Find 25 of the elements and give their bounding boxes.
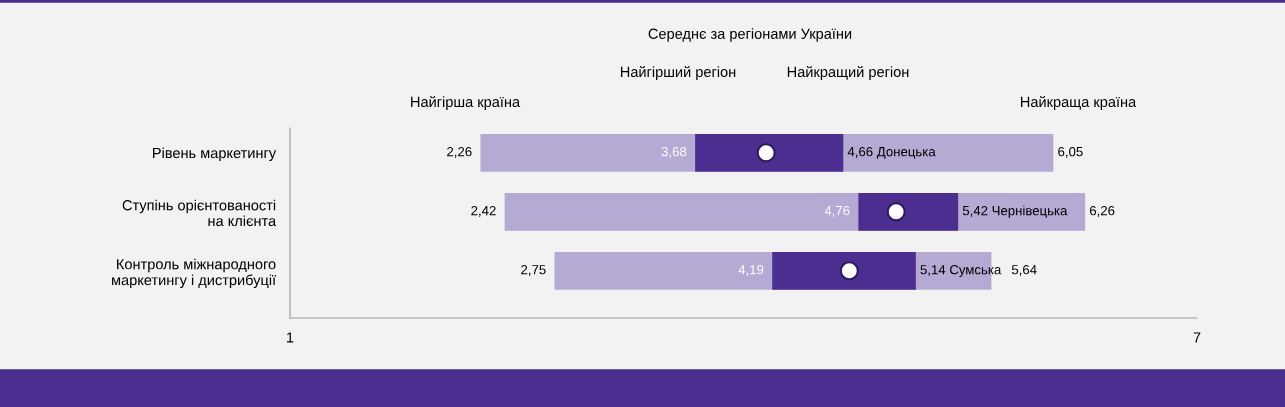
text: Найкращий регіон — [787, 66, 909, 80]
annotation: 5,42 Чернівецька — [962, 205, 1068, 218]
y-tick-label: Рівень маркетингу — [153, 147, 277, 162]
x-tick-label: 1 — [287, 332, 294, 343]
bar — [858, 192, 959, 231]
bar — [772, 251, 916, 290]
y-tick-label: Ступінь орієнтованості на клієнта — [122, 199, 277, 227]
text: Найгірша країна — [411, 96, 521, 110]
annotation: 3,68 — [661, 146, 687, 158]
text: Найкраща країна — [1021, 96, 1137, 110]
annotation: 5,64 — [1011, 264, 1037, 276]
annotation: 2,42 — [471, 205, 496, 217]
annotation: 2,26 — [447, 146, 472, 158]
x-tick-label: 7 — [1193, 332, 1201, 343]
bar — [695, 133, 844, 172]
text: Середнє за регіонами України — [648, 28, 852, 42]
annotation: 6,26 — [1089, 205, 1115, 217]
y-tick-label: Контроль міжнародного маркетингу і дистрибуції — [112, 258, 276, 289]
text: Найгірший регіон — [620, 66, 736, 80]
annotation: 5,14 Сумська — [920, 264, 1002, 277]
annotation: 2,75 — [521, 264, 546, 276]
annotation: 4,76 — [824, 205, 850, 217]
annotation: 6,05 — [1058, 146, 1083, 158]
annotation: 4,66 Донецька — [847, 146, 936, 159]
annotation: 4,19 — [738, 264, 764, 276]
